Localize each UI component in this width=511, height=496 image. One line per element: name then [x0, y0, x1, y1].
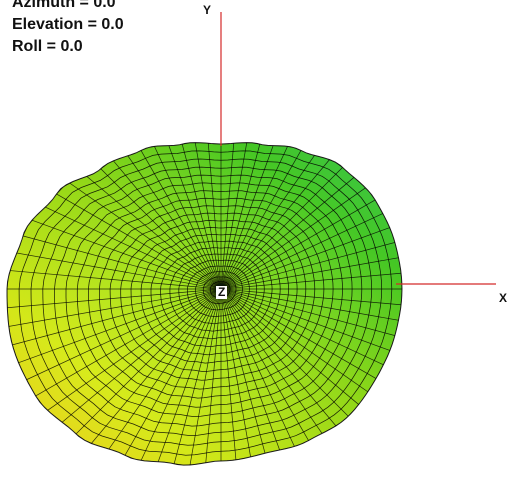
mesh-spoke: [83, 173, 219, 287]
mesh-spoke: [139, 292, 220, 465]
mesh-spoke: [221, 142, 261, 287]
mesh-spoke: [222, 156, 332, 287]
mesh-spoke: [189, 292, 221, 466]
mesh-spoke: [221, 143, 290, 287]
mesh-spoke: [221, 292, 282, 454]
mesh-spoke: [224, 289, 399, 337]
mesh-spoke: [53, 191, 218, 288]
mesh-spoke: [194, 142, 221, 287]
mesh-spoke: [224, 289, 402, 322]
mesh-spoke: [223, 290, 372, 395]
surface-mesh: [7, 142, 402, 466]
mesh-spoke: [223, 164, 346, 287]
mesh-spoke: [58, 291, 219, 426]
mesh-spoke: [223, 291, 352, 420]
mesh-spoke: [223, 291, 339, 429]
mesh-spoke: [223, 185, 369, 288]
mesh-spoke: [224, 256, 402, 289]
mesh-spoke: [106, 291, 220, 453]
mesh-spoke: [8, 289, 217, 347]
mesh-spoke: [221, 142, 275, 287]
mesh-spoke: [28, 218, 218, 288]
mesh-spoke: [172, 292, 221, 466]
mesh-spoke: [223, 174, 357, 288]
mesh-spoke: [98, 166, 219, 287]
mesh-spoke: [222, 291, 311, 444]
mesh-spoke: [224, 226, 394, 289]
mesh-spoke: [12, 251, 217, 289]
mesh-spoke: [43, 291, 218, 414]
mesh-spoke: [207, 142, 222, 287]
mesh-spoke: [224, 211, 387, 288]
mesh-spoke: [222, 291, 325, 437]
mesh-spoke: [223, 291, 362, 408]
mesh-spoke: [139, 147, 220, 287]
mesh-spoke: [222, 147, 303, 287]
z-axis-label: Z: [216, 285, 228, 299]
mesh-spoke: [7, 269, 217, 289]
mesh-spoke: [222, 291, 297, 450]
mesh-spoke: [220, 292, 237, 464]
mesh-spoke: [7, 289, 217, 309]
mesh-spoke: [167, 142, 221, 287]
mesh-spoke: [224, 272, 402, 290]
mesh-spoke: [7, 289, 217, 328]
mesh-spoke: [221, 142, 248, 287]
mesh-spoke: [205, 292, 222, 466]
x-axis-label: X: [499, 291, 508, 305]
mesh-spoke: [223, 290, 380, 381]
mesh-spoke: [31, 290, 218, 399]
mesh-spoke: [156, 292, 221, 466]
mesh-spoke: [224, 290, 387, 367]
mesh-spoke: [125, 152, 220, 287]
mesh-spoke: [224, 241, 399, 289]
mesh-spoke: [224, 288, 402, 306]
mesh-spoke: [224, 289, 394, 353]
mesh-spoke: [220, 142, 235, 287]
mesh-spoke: [221, 292, 267, 457]
mesh-spoke: [22, 290, 218, 382]
mesh-spoke: [88, 291, 219, 447]
y-axis-label: Y: [203, 3, 212, 17]
roll-readout: Roll = 0.0: [12, 38, 83, 55]
mesh-spoke: [66, 180, 219, 288]
mesh-spoke: [41, 205, 218, 288]
mesh-spoke: [110, 157, 220, 287]
mesh-spoke: [222, 152, 317, 287]
mesh-spoke: [72, 291, 219, 438]
mesh-spoke: [122, 292, 220, 459]
mesh-spoke: [221, 292, 252, 461]
view-angle-readouts: Azimuth = 0.0 Elevation = 0.0 Roll = 0.0: [12, 0, 202, 58]
mesh-spoke: [181, 142, 221, 287]
mesh-spoke: [14, 290, 218, 365]
azimuth-readout: Azimuth = 0.0: [12, 0, 116, 11]
surface-shade-overlay: [7, 142, 402, 466]
mesh-spoke: [18, 234, 218, 289]
mesh-spoke: [223, 197, 379, 288]
mesh-spoke: [152, 143, 221, 287]
elevation-readout: Elevation = 0.0: [12, 16, 124, 33]
